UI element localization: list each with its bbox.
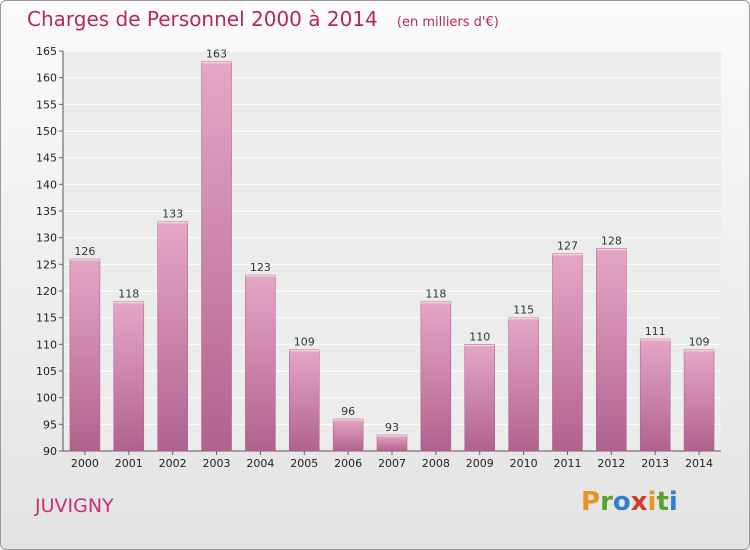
value-label: 111 xyxy=(645,325,666,338)
x-tick-label: 2003 xyxy=(203,457,231,470)
x-tick-label: 2000 xyxy=(71,457,99,470)
y-tick-label: 95 xyxy=(43,418,57,431)
logo-letter: i xyxy=(668,487,678,517)
y-tick-label: 100 xyxy=(36,392,57,405)
bar xyxy=(552,253,583,452)
value-label: 123 xyxy=(250,261,271,274)
proxiti-logo: Proxiti xyxy=(581,487,678,517)
bar xyxy=(464,344,495,452)
value-label: 109 xyxy=(689,336,710,349)
x-tick-label: 2006 xyxy=(334,457,362,470)
bar xyxy=(289,349,320,452)
y-tick-label: 150 xyxy=(36,125,57,138)
x-tick-label: 2002 xyxy=(159,457,187,470)
x-tick-label: 2011 xyxy=(553,457,581,470)
x-tick-label: 2008 xyxy=(422,457,450,470)
x-tick-label: 2007 xyxy=(378,457,406,470)
y-tick-label: 115 xyxy=(36,312,57,325)
bar xyxy=(157,221,188,452)
title-row: Charges de Personnel 2000 à 2014 (en mil… xyxy=(27,7,499,31)
y-tick-label: 145 xyxy=(36,152,57,165)
y-tick-label: 155 xyxy=(36,98,57,111)
value-label: 133 xyxy=(162,208,183,221)
bar xyxy=(69,258,101,452)
value-label: 115 xyxy=(513,304,534,317)
y-tick-label: 110 xyxy=(36,338,57,351)
logo-letter: x xyxy=(630,487,648,517)
value-label: 110 xyxy=(469,330,490,343)
value-label: 118 xyxy=(425,288,446,301)
chart-unit-label: (en milliers d'€) xyxy=(396,15,499,30)
bar xyxy=(376,434,408,452)
logo-letter: o xyxy=(612,487,631,517)
bar xyxy=(332,418,364,452)
x-tick-label: 2004 xyxy=(246,457,274,470)
x-tick-label: 2009 xyxy=(466,457,494,470)
bar xyxy=(639,338,671,452)
value-label: 93 xyxy=(385,421,399,434)
x-tick-label: 2012 xyxy=(597,457,625,470)
y-tick-label: 90 xyxy=(43,445,57,458)
value-label: 126 xyxy=(74,245,95,258)
town-name: JUVIGNY xyxy=(35,495,114,517)
value-label: 128 xyxy=(601,234,622,247)
y-tick-label: 125 xyxy=(36,258,57,271)
x-tick-label: 2001 xyxy=(115,457,143,470)
bar xyxy=(683,349,715,452)
y-tick-label: 120 xyxy=(36,285,57,298)
y-tick-label: 165 xyxy=(36,45,57,58)
x-tick-label: 2014 xyxy=(685,457,713,470)
value-label: 163 xyxy=(206,48,227,61)
logo-letter: P xyxy=(581,487,601,517)
bar xyxy=(420,301,452,452)
x-tick-label: 2010 xyxy=(510,457,538,470)
logo-letter: i xyxy=(647,487,657,517)
logo-letter: t xyxy=(656,487,669,517)
bar xyxy=(113,301,145,452)
bar xyxy=(508,317,539,452)
x-tick-label: 2013 xyxy=(641,457,669,470)
y-tick-label: 105 xyxy=(36,365,57,378)
y-tick-label: 135 xyxy=(36,205,57,218)
value-label: 127 xyxy=(557,240,578,253)
value-label: 109 xyxy=(294,336,315,349)
y-tick-label: 130 xyxy=(36,232,57,245)
bar xyxy=(245,274,276,452)
value-label: 118 xyxy=(118,288,139,301)
logo-letter: r xyxy=(600,487,613,517)
bar xyxy=(596,248,627,452)
y-tick-label: 160 xyxy=(36,72,57,85)
chart-title: Charges de Personnel 2000 à 2014 xyxy=(27,7,378,31)
bar xyxy=(201,61,232,452)
x-tick-label: 2005 xyxy=(290,457,318,470)
value-label: 96 xyxy=(341,405,355,418)
y-tick-label: 140 xyxy=(36,178,57,191)
